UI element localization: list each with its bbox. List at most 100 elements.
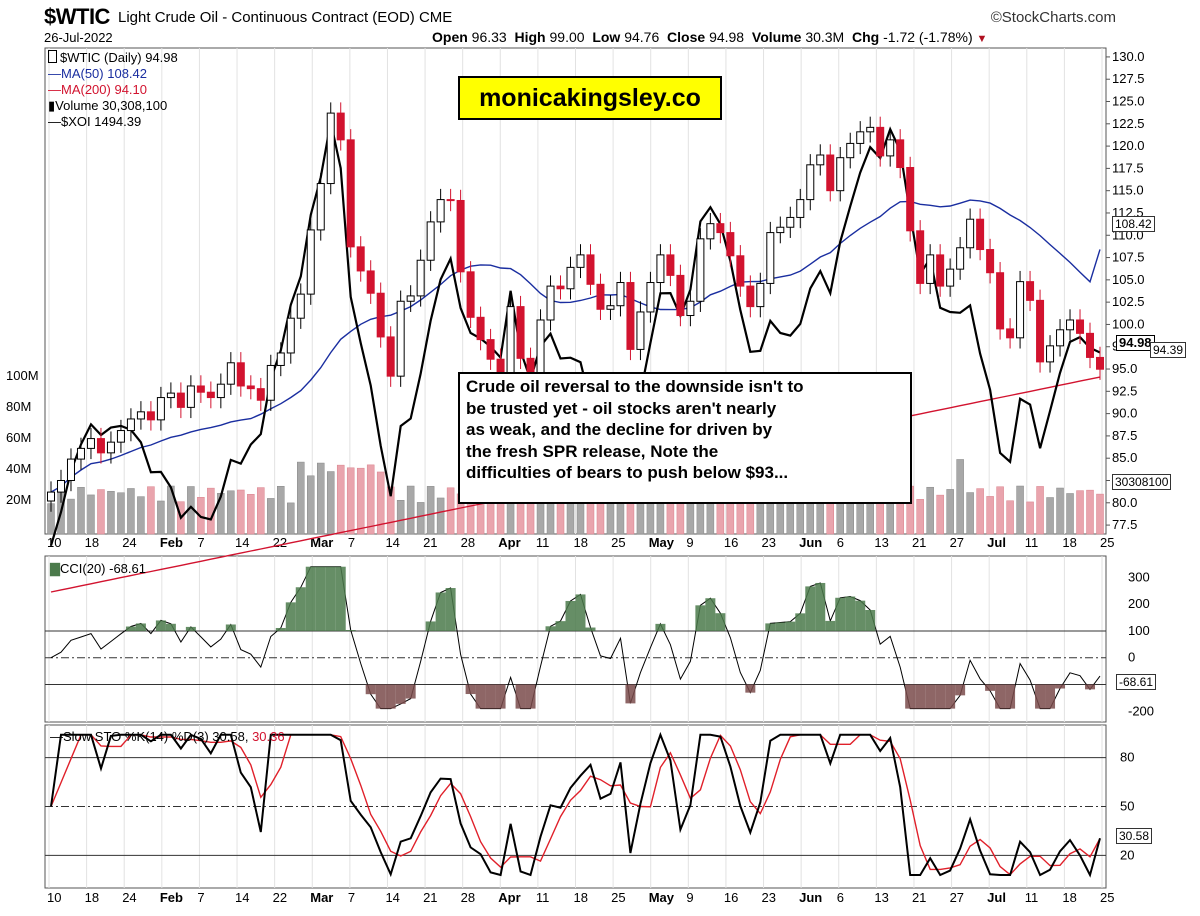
candle-body <box>406 295 415 302</box>
candle-body <box>176 392 185 408</box>
price-y-tick-label: 85.0 <box>1112 450 1137 465</box>
x-tick-label: 14 <box>235 535 249 550</box>
open-value: 96.33 <box>471 29 507 45</box>
candle-body <box>1026 281 1035 301</box>
candle-body <box>56 479 65 493</box>
legend-ma200-label: MA(200) 94.10 <box>61 82 147 97</box>
candle-body <box>876 126 885 157</box>
cci-overbought-fill <box>575 594 586 631</box>
cci-legend: ▇CCI(20) -68.61 <box>50 561 146 577</box>
cci-oversold-fill <box>945 684 956 709</box>
candle-body <box>316 183 325 231</box>
candle-body <box>776 226 785 234</box>
x-tick-label-bottom: 14 <box>385 890 399 905</box>
volume-bar <box>976 488 984 535</box>
price-y-tick-label: 90.0 <box>1112 406 1137 421</box>
x-tick-label-bottom: 11 <box>536 890 550 905</box>
candle-body <box>456 199 465 273</box>
candle-body <box>276 352 285 366</box>
x-tick-label-bottom: May <box>649 890 675 905</box>
candle-body <box>296 293 305 319</box>
candle-body <box>486 339 495 360</box>
candle-body <box>576 254 585 268</box>
candle-body <box>986 249 995 274</box>
volume-bar <box>426 486 435 535</box>
candle-body <box>866 126 875 133</box>
candle-body <box>1006 328 1015 339</box>
volume-bar <box>946 489 954 535</box>
cci-overbought-fill <box>835 597 846 631</box>
x-tick-label-bottom: 18 <box>574 890 588 905</box>
watermark-banner: monicakingsley.co <box>458 76 722 120</box>
candle-body <box>546 285 555 321</box>
cci-overbought-fill <box>555 621 566 631</box>
candle-body <box>1036 299 1045 363</box>
x-tick-label-bottom: Apr <box>498 890 520 905</box>
low-label: Low <box>592 29 621 45</box>
cci-overbought-fill <box>275 627 286 631</box>
cci-overbought-fill <box>315 566 326 631</box>
annotation-line: the fresh SPR release, Note the <box>466 441 719 461</box>
annotation-line: be trusted yet - oil stocks aren't nearl… <box>466 398 777 418</box>
x-tick-label: 25 <box>1100 535 1114 550</box>
x-tick-label: Mar <box>310 535 333 550</box>
chart-date: 26-Jul-2022 <box>44 30 113 45</box>
legend-ma200: —MA(200) 94.10 <box>48 82 178 98</box>
volume-bar <box>1036 486 1044 535</box>
volume-bar <box>896 503 904 535</box>
cci-overbought-fill <box>135 623 146 631</box>
ticker-symbol: $WTIC <box>44 4 110 29</box>
volume-bar <box>366 464 375 535</box>
x-tick-label: Feb <box>160 535 183 550</box>
candle-body <box>826 154 835 192</box>
annotation-line: difficulties of bears to push below $93.… <box>466 463 789 482</box>
candle-body <box>426 221 435 261</box>
price-y-tick-label: 125.0 <box>1112 94 1145 109</box>
cci-oversold-fill <box>915 684 926 709</box>
candle-body <box>76 447 85 460</box>
cci-overbought-fill <box>765 623 776 631</box>
cci-oversold-fill <box>925 684 936 709</box>
cci-overbought-fill <box>285 602 296 631</box>
candle-body <box>836 157 845 192</box>
candle-body <box>476 316 485 341</box>
chg-label: Chg <box>852 29 880 45</box>
cci-oversold-fill <box>905 684 916 709</box>
x-tick-label-bottom: 27 <box>950 890 964 905</box>
brand-link[interactable]: ©StockCharts.com <box>990 9 1116 26</box>
volume-bar <box>926 486 934 535</box>
cci-overbought-fill <box>445 588 456 631</box>
volume-bar <box>307 475 315 535</box>
x-tick-label-bottom: 25 <box>1100 890 1114 905</box>
candle-body <box>236 362 245 387</box>
volume-bar <box>876 498 884 535</box>
candle-body <box>846 142 855 159</box>
xoi-swatch-icon: — <box>48 114 61 129</box>
cci-tag: -68.61 <box>1116 674 1157 690</box>
candle-body <box>936 254 945 287</box>
legend-volume-label: Volume 30,308,100 <box>55 98 168 113</box>
ma200-swatch-icon: — <box>48 82 61 97</box>
x-tick-label-bottom: Jul <box>987 890 1006 905</box>
x-tick-label-bottom: 6 <box>837 890 844 905</box>
candle-body <box>186 385 195 408</box>
volume-bar <box>117 492 125 535</box>
x-tick-label-bottom: 23 <box>762 890 776 905</box>
candle-body <box>506 306 515 376</box>
cci-oversold-fill <box>1035 684 1046 709</box>
cci-oversold-fill <box>515 684 526 709</box>
x-tick-label-bottom: 25 <box>611 890 625 905</box>
x-tick-label: Jul <box>987 535 1006 550</box>
candle-body <box>966 218 975 249</box>
candle-body <box>226 362 235 385</box>
x-tick-label-bottom: Jun <box>799 890 822 905</box>
volume-bars-icon: ▮ <box>48 98 56 113</box>
cci-overbought-fill <box>805 586 816 631</box>
annotation-line: as weak, and the decline for driven by <box>466 420 773 439</box>
x-tick-label: 18 <box>574 535 588 550</box>
x-tick-label: 11 <box>1025 535 1039 550</box>
cci-title: CCI(20) -68.61 <box>60 561 146 576</box>
annotation-box: Crude oil reversal to the downside isn't… <box>458 372 912 504</box>
x-tick-label: 21 <box>912 535 926 550</box>
candle-body <box>356 246 365 272</box>
